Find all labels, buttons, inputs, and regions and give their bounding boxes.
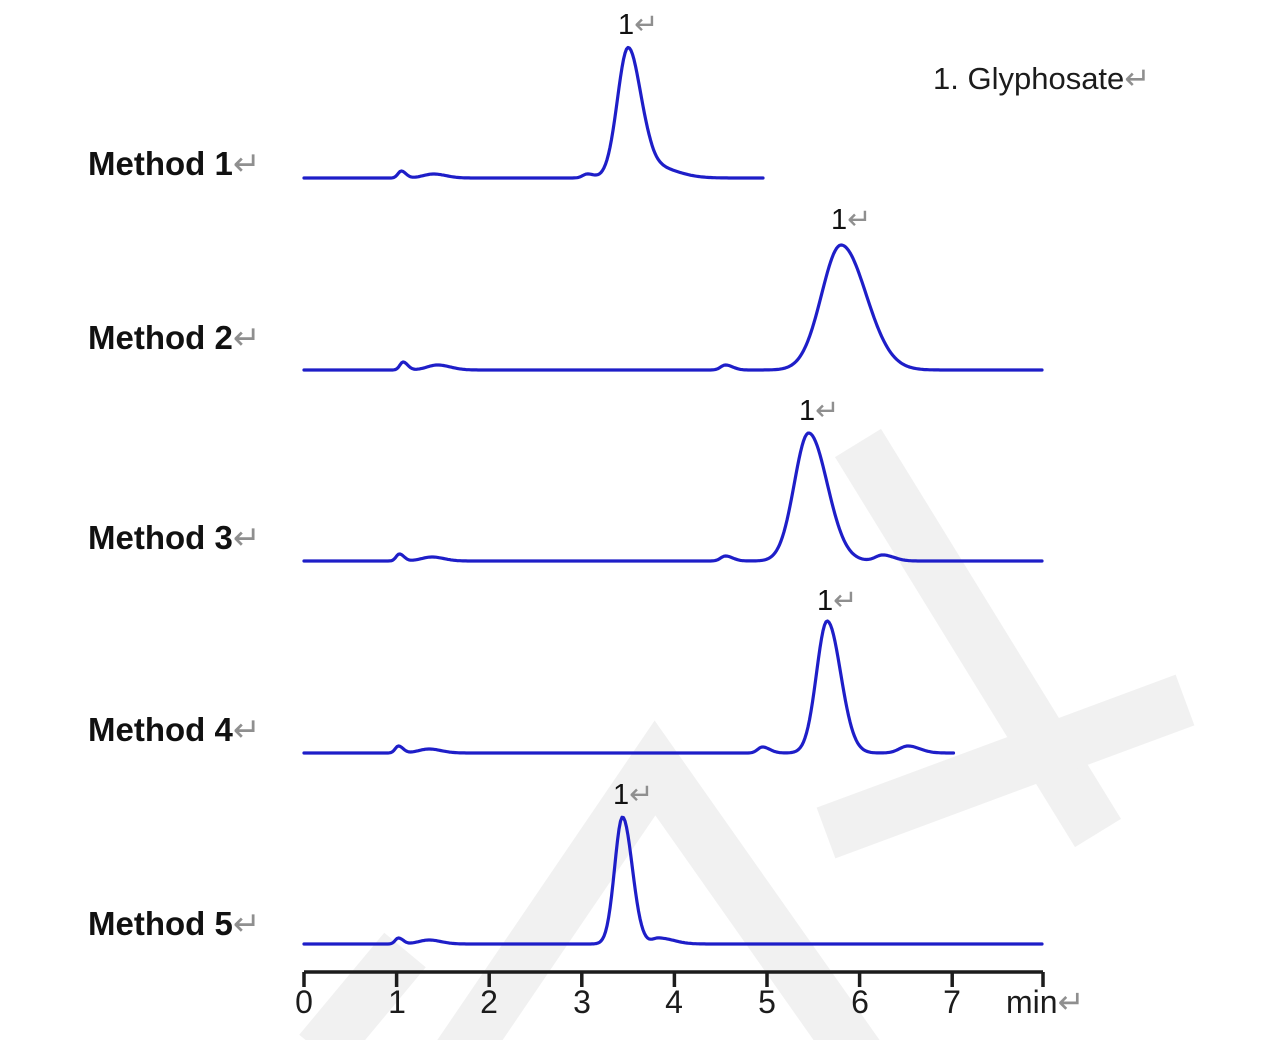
peak-label-method-1: 1↵ xyxy=(618,9,658,40)
axis-tick-label-1: 1 xyxy=(388,984,406,1020)
return-mark: ↵ xyxy=(1057,983,1085,1021)
watermark-stripe-3 xyxy=(299,932,426,1040)
method-label-text-5: Method 5 xyxy=(88,905,233,942)
watermark-stripe-2 xyxy=(816,674,1195,859)
tick-text: 5 xyxy=(758,984,776,1020)
tick-text: 1 xyxy=(388,984,406,1020)
return-mark: ↵ xyxy=(847,202,872,236)
unit-text: min xyxy=(1006,984,1058,1020)
axis-tick-label-7: 7 xyxy=(943,984,961,1020)
axis-tick-label-6: 6 xyxy=(851,984,869,1020)
tick-text: 7 xyxy=(943,984,961,1020)
axis-tick-label-0: 0 xyxy=(295,984,313,1020)
tick-text: 2 xyxy=(480,984,498,1020)
return-mark: ↵ xyxy=(1124,61,1151,97)
return-mark: ↵ xyxy=(232,518,261,557)
return-mark: ↵ xyxy=(629,777,654,811)
method-label-5: Method 5↵ xyxy=(88,904,261,943)
tick-text: 6 xyxy=(851,984,869,1020)
peak-number: 1 xyxy=(799,395,816,427)
axis-tick-label-5: 5 xyxy=(758,984,776,1020)
axis-tick-label-4: 4 xyxy=(665,984,683,1020)
return-mark: ↵ xyxy=(232,144,261,183)
legend-text: 1. Glyphosate xyxy=(933,61,1125,96)
peak-label-method-4: 1↵ xyxy=(817,585,857,616)
return-mark: ↵ xyxy=(232,318,261,357)
peak-number: 1 xyxy=(618,9,635,41)
tick-text: 0 xyxy=(295,984,313,1020)
tick-text: 4 xyxy=(665,984,683,1020)
axis-tick-label-3: 3 xyxy=(573,984,591,1020)
method-label-3: Method 3↵ xyxy=(88,518,261,557)
method-label-text-3: Method 3 xyxy=(88,519,233,556)
method-label-text-4: Method 4 xyxy=(88,711,233,748)
return-mark: ↵ xyxy=(833,583,858,617)
method-label-text-1: Method 1 xyxy=(88,145,233,182)
axis-unit-label: min↵ xyxy=(1006,983,1085,1021)
peak-number: 1 xyxy=(613,779,630,811)
axis-tick-label-2: 2 xyxy=(480,984,498,1020)
peak-number: 1 xyxy=(831,204,848,236)
trace-method-5 xyxy=(302,815,1044,946)
peak-label-method-3: 1↵ xyxy=(799,395,839,426)
time-axis xyxy=(302,970,1045,987)
legend: 1. Glyphosate↵ xyxy=(933,61,1151,97)
method-label-2: Method 2↵ xyxy=(88,318,261,357)
trace-method-3 xyxy=(302,431,1044,563)
trace-method-2 xyxy=(302,243,1044,372)
method-label-text-2: Method 2 xyxy=(88,319,233,356)
tick-text: 3 xyxy=(573,984,591,1020)
return-mark: ↵ xyxy=(232,904,261,943)
trace-method-1 xyxy=(302,45,765,180)
method-label-1: Method 1↵ xyxy=(88,144,261,183)
method-label-4: Method 4↵ xyxy=(88,710,261,749)
peak-label-method-5: 1↵ xyxy=(613,779,653,810)
trace-method-4 xyxy=(302,619,956,755)
peak-number: 1 xyxy=(817,585,834,617)
return-mark: ↵ xyxy=(232,710,261,749)
return-mark: ↵ xyxy=(815,393,840,427)
peak-label-method-2: 1↵ xyxy=(831,204,871,235)
return-mark: ↵ xyxy=(634,7,659,41)
watermark-chevron xyxy=(437,720,880,1040)
